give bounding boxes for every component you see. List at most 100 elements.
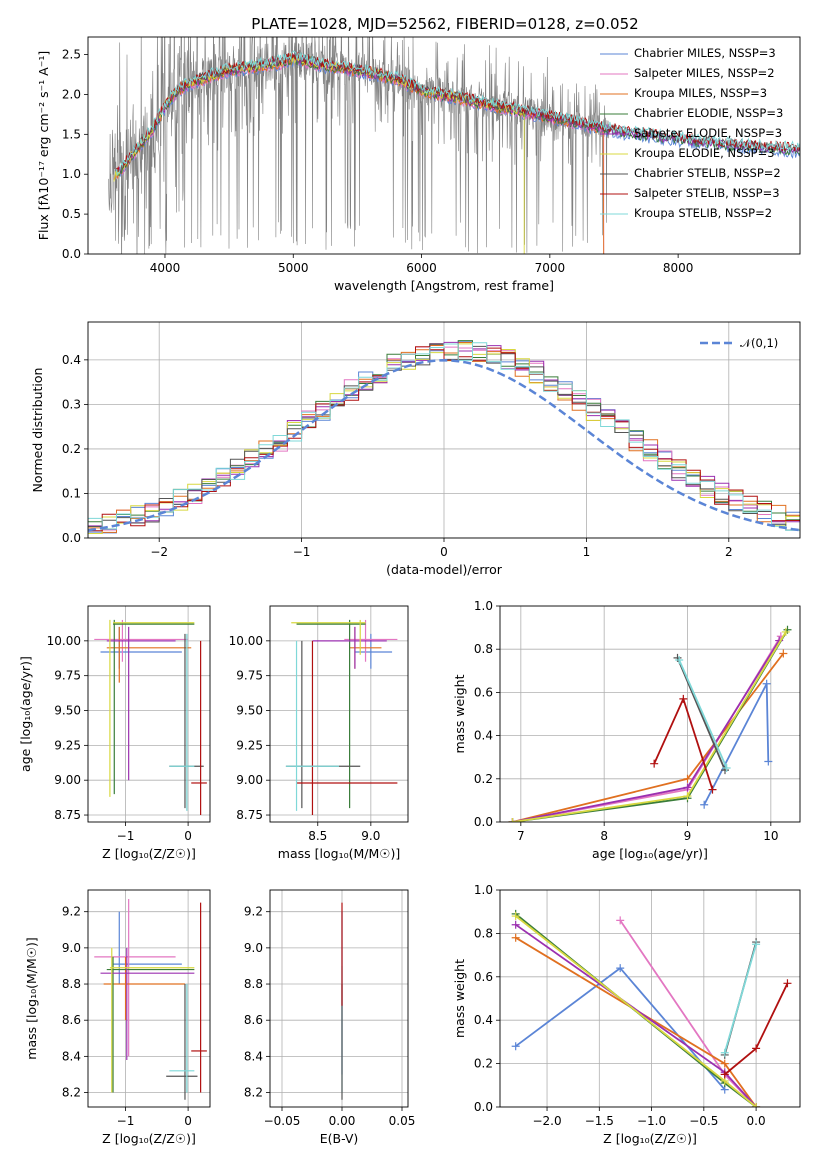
y-tick-label: 9.2 [244,905,263,919]
panel-mass-vs-ebv: −0.05 0.00 0.05 8.2 8.4 8.6 8.8 9.0 9.2 E(B-V) [244,889,416,1146]
weight-marker [700,800,709,809]
y-tick-label: 9.00 [54,773,81,787]
y-tick-label: 0.5 [62,207,81,221]
panel-age-vs-mass: 8.5 9.0 8.75 9.00 9.25 9.50 9.75 10.00 mass [log… [229,605,409,861]
y-tick-label: 8.8 [62,977,81,991]
y-tick-label: 9.0 [62,941,81,955]
x-tick-label: −1 [117,829,135,843]
weight-marker [721,766,729,775]
legend-entry: Chabrier STELIB, NSSP=2 [634,166,781,180]
x-tick-label: 8 [600,829,608,843]
grid [270,606,408,822]
plot-area [270,890,408,1107]
panel-residuals: −2 −1 0 1 2 0.0 0.1 0.2 0.3 0.4 (data-model)/error… [30,321,801,577]
y-tick-label: 9.25 [54,738,81,752]
x-axis-label: age [log₁₀(age/yr)] [592,846,708,861]
y-tick-label: 0.2 [62,442,81,456]
weight-marker [752,940,761,949]
y-tick-label: 0.4 [62,353,81,367]
y-tick-label: 0.0 [474,815,493,829]
axes-frame [269,605,409,823]
axes: 4000 5000 6000 7000 8000 0.0 0.5 1.0 1.5 2.0 2.5 wa… [36,36,801,293]
y-tick-label: 9.0 [244,941,263,955]
weight-series-line [653,696,714,790]
y-tick-label: 0.0 [62,531,81,545]
y-tick-label: 0.0 [62,247,81,261]
y-tick-label: 9.50 [54,704,81,718]
y-tick-label: 8.75 [236,808,263,822]
y-tick-label: 8.4 [244,1049,263,1063]
x-tick-label: 0.05 [389,1114,416,1128]
weight-marker [783,979,792,988]
axes-frame [87,36,801,255]
weight-marker [616,964,625,973]
weight-marker [511,933,520,942]
y-tick-label: 0.1 [62,486,81,500]
y-tick-label: 8.2 [244,1086,263,1100]
x-tick-label: 0.0 [747,1114,766,1128]
x-axis-label: mass [log₁₀(M/M☉)] [278,846,400,861]
x-tick-label: 2 [725,545,733,559]
grid [500,890,800,1107]
plot-area [88,606,210,822]
axes-frame [269,889,409,1108]
y-tick-label: 0.8 [474,926,493,940]
y-tick-label: 9.25 [236,738,263,752]
weight-marker [683,792,692,801]
x-tick-label: 7 [517,829,525,843]
weight-marker [752,1103,761,1107]
weight-marker [720,1070,729,1079]
weight-marker [781,627,790,636]
legend-entry: Salpeter STELIB, NSSP=3 [634,186,780,200]
weight-marker [511,912,520,921]
weight-marker [679,694,688,703]
y-tick-label: 10.00 [47,634,81,648]
x-tick-label: 0.00 [329,1114,356,1128]
weight-marker [675,656,684,664]
x-tick-label: 0 [184,1114,192,1128]
spectrum-data-line [108,37,610,254]
axes: 7 8 9 10 0.0 0.2 0.4 0.6 0.8 1.0 age [log₁₀(age/yr… [452,599,801,861]
x-tick-label: −1 [117,1114,135,1128]
axes-frame [499,889,801,1108]
y-tick-label: 9.00 [236,773,263,787]
axes-frame [87,889,211,1108]
plot-area [270,606,408,822]
y-axis-label: Normed distribution [30,368,45,493]
legend-entry: Chabrier MILES, NSSP=3 [634,46,776,60]
legend-entry: Salpeter MILES, NSSP=2 [634,66,775,80]
y-tick-label: 8.8 [244,977,263,991]
y-tick-label: 2.0 [62,87,81,101]
weight-marker [779,649,788,658]
y-tick-label: 9.75 [54,669,81,683]
weight-marker [720,1048,729,1057]
residual-histogram [88,343,800,538]
weight-marker [508,818,517,822]
y-tick-label: 9.50 [236,704,263,718]
y-axis-label: mass [log₁₀(M/M☉)] [24,937,39,1059]
model-spectrum-line [115,50,800,177]
y-tick-label: 0.6 [474,685,493,699]
spectrum-legend: Chabrier MILES, NSSP=3 Salpeter MILES, NS… [600,46,783,220]
x-tick-label: −1 [293,545,311,559]
legend-entry: Kroupa STELIB, NSSP=2 [634,206,772,220]
plot-area [500,606,800,822]
panel-weight-vs-age: 7 8 9 10 0.0 0.2 0.4 0.6 0.8 1.0 age [log₁₀(age/yr… [452,599,801,861]
y-tick-label: 2.5 [62,48,81,62]
x-tick-label: 1 [583,545,591,559]
weight-marker [708,785,717,794]
legend-entry: Chabrier ELODIE, NSSP=3 [634,106,783,120]
x-tick-label: 7000 [535,261,566,275]
x-tick-label: 5000 [278,261,309,275]
weight-marker [722,764,731,772]
gaussian-curve [88,359,800,532]
residual-histogram [88,342,800,538]
x-tick-label: 6000 [406,261,437,275]
weight-marker [616,916,625,925]
y-tick-label: 0.4 [474,1013,493,1027]
axes-frame [87,321,801,539]
y-axis-label: mass weight [452,959,467,1038]
panel-spectrum: 4000 5000 6000 7000 8000 0.0 0.5 1.0 1.5 2.0 2.5 wa… [36,36,801,293]
legend-entry: Kroupa MILES, NSSP=3 [634,86,767,100]
